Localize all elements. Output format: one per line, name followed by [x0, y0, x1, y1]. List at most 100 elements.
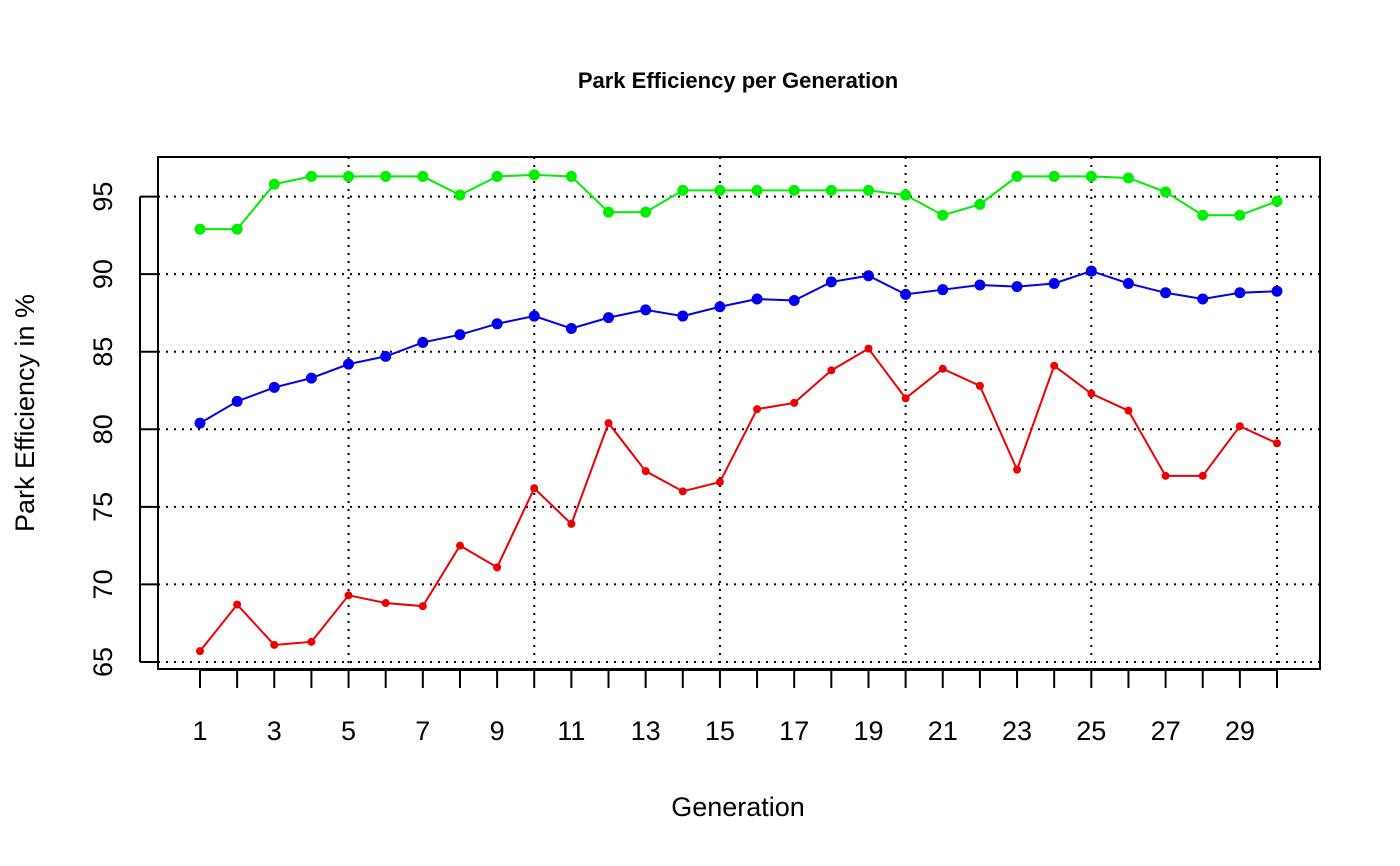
data-point — [825, 276, 837, 288]
y-axis: 65 70 75 80 85 90 95 — [88, 182, 158, 677]
grid — [158, 157, 1320, 669]
x-tick-label: 19 — [853, 716, 883, 746]
data-point — [790, 398, 799, 407]
data-point — [788, 184, 800, 196]
data-point — [900, 189, 912, 201]
data-point — [974, 198, 986, 210]
data-point — [788, 295, 800, 307]
data-point — [1161, 471, 1170, 480]
data-point — [530, 484, 539, 493]
data-point — [1122, 277, 1134, 289]
data-point — [714, 301, 726, 313]
data-point — [1234, 287, 1246, 299]
data-point — [528, 169, 540, 181]
y-tick-label: 80 — [88, 414, 118, 444]
data-point — [1048, 277, 1060, 289]
data-point — [1271, 195, 1283, 207]
data-point — [528, 310, 540, 322]
data-point — [1198, 471, 1207, 480]
data-point — [1085, 170, 1097, 182]
data-point — [1234, 209, 1246, 221]
data-point — [974, 279, 986, 291]
plot-frame — [157, 156, 1321, 670]
series-1 — [194, 169, 1283, 235]
x-tick-label: 29 — [1225, 716, 1255, 746]
data-point — [714, 184, 726, 196]
y-tick-label: 70 — [88, 569, 118, 599]
data-point — [901, 394, 910, 403]
data-point — [380, 350, 392, 362]
data-point — [678, 487, 687, 496]
data-point — [381, 599, 390, 608]
series-group — [194, 169, 1283, 656]
data-point — [417, 170, 429, 182]
x-tick-label: 11 — [557, 716, 585, 746]
y-tick-label: 90 — [88, 259, 118, 289]
data-point — [827, 366, 836, 375]
data-point — [1235, 422, 1244, 431]
data-point — [1197, 209, 1209, 221]
data-point — [196, 647, 204, 656]
x-tick-label: 13 — [631, 716, 661, 746]
data-point — [194, 223, 206, 235]
data-point — [343, 358, 355, 370]
data-point — [1050, 361, 1059, 370]
data-point — [1011, 281, 1023, 293]
series-2 — [194, 265, 1283, 429]
y-tick-label: 85 — [88, 337, 118, 367]
x-tick-label: 9 — [490, 716, 505, 746]
x-tick-label: 25 — [1076, 716, 1106, 746]
data-point — [604, 419, 613, 428]
data-point — [343, 170, 355, 182]
data-point — [305, 372, 317, 384]
data-point — [1013, 465, 1022, 474]
data-point — [417, 336, 429, 348]
data-point — [454, 329, 466, 341]
x-tick-label: 15 — [705, 716, 735, 746]
data-point — [938, 364, 947, 373]
data-point — [493, 563, 502, 572]
data-point — [1197, 293, 1209, 305]
data-point — [1085, 265, 1097, 277]
data-point — [231, 223, 243, 235]
data-point — [1271, 285, 1283, 297]
data-point — [715, 478, 724, 487]
data-point — [305, 170, 317, 182]
data-point — [677, 184, 689, 196]
series-3 — [196, 344, 1281, 656]
data-point — [825, 184, 837, 196]
x-tick-label: 5 — [341, 716, 356, 746]
data-point — [753, 405, 762, 414]
data-point — [233, 600, 242, 609]
data-point — [937, 284, 949, 296]
data-point — [1124, 406, 1133, 415]
data-point — [937, 209, 949, 221]
x-tick-label: 17 — [779, 716, 809, 746]
data-point — [270, 640, 279, 649]
data-point — [491, 318, 503, 330]
y-axis-label: Park Efficiency in % — [10, 294, 40, 532]
x-tick-label: 23 — [1002, 716, 1032, 746]
x-tick-label: 3 — [267, 716, 282, 746]
x-tick-label: 7 — [415, 716, 430, 746]
data-point — [268, 178, 280, 190]
data-point — [640, 206, 652, 218]
y-tick-label: 75 — [88, 492, 118, 522]
data-point — [641, 467, 650, 476]
data-point — [1011, 170, 1023, 182]
data-point — [900, 288, 912, 300]
data-point — [1087, 389, 1096, 398]
data-point — [862, 270, 874, 282]
data-point — [565, 322, 577, 334]
data-point — [1048, 170, 1060, 182]
x-tick-label: 27 — [1151, 716, 1181, 746]
data-point — [455, 541, 464, 550]
data-point — [567, 519, 576, 528]
data-point — [864, 344, 873, 353]
series-line — [199, 347, 1278, 652]
x-tick-label: 1 — [192, 716, 207, 746]
data-point — [454, 189, 466, 201]
data-point — [1160, 287, 1172, 299]
data-point — [677, 310, 689, 322]
